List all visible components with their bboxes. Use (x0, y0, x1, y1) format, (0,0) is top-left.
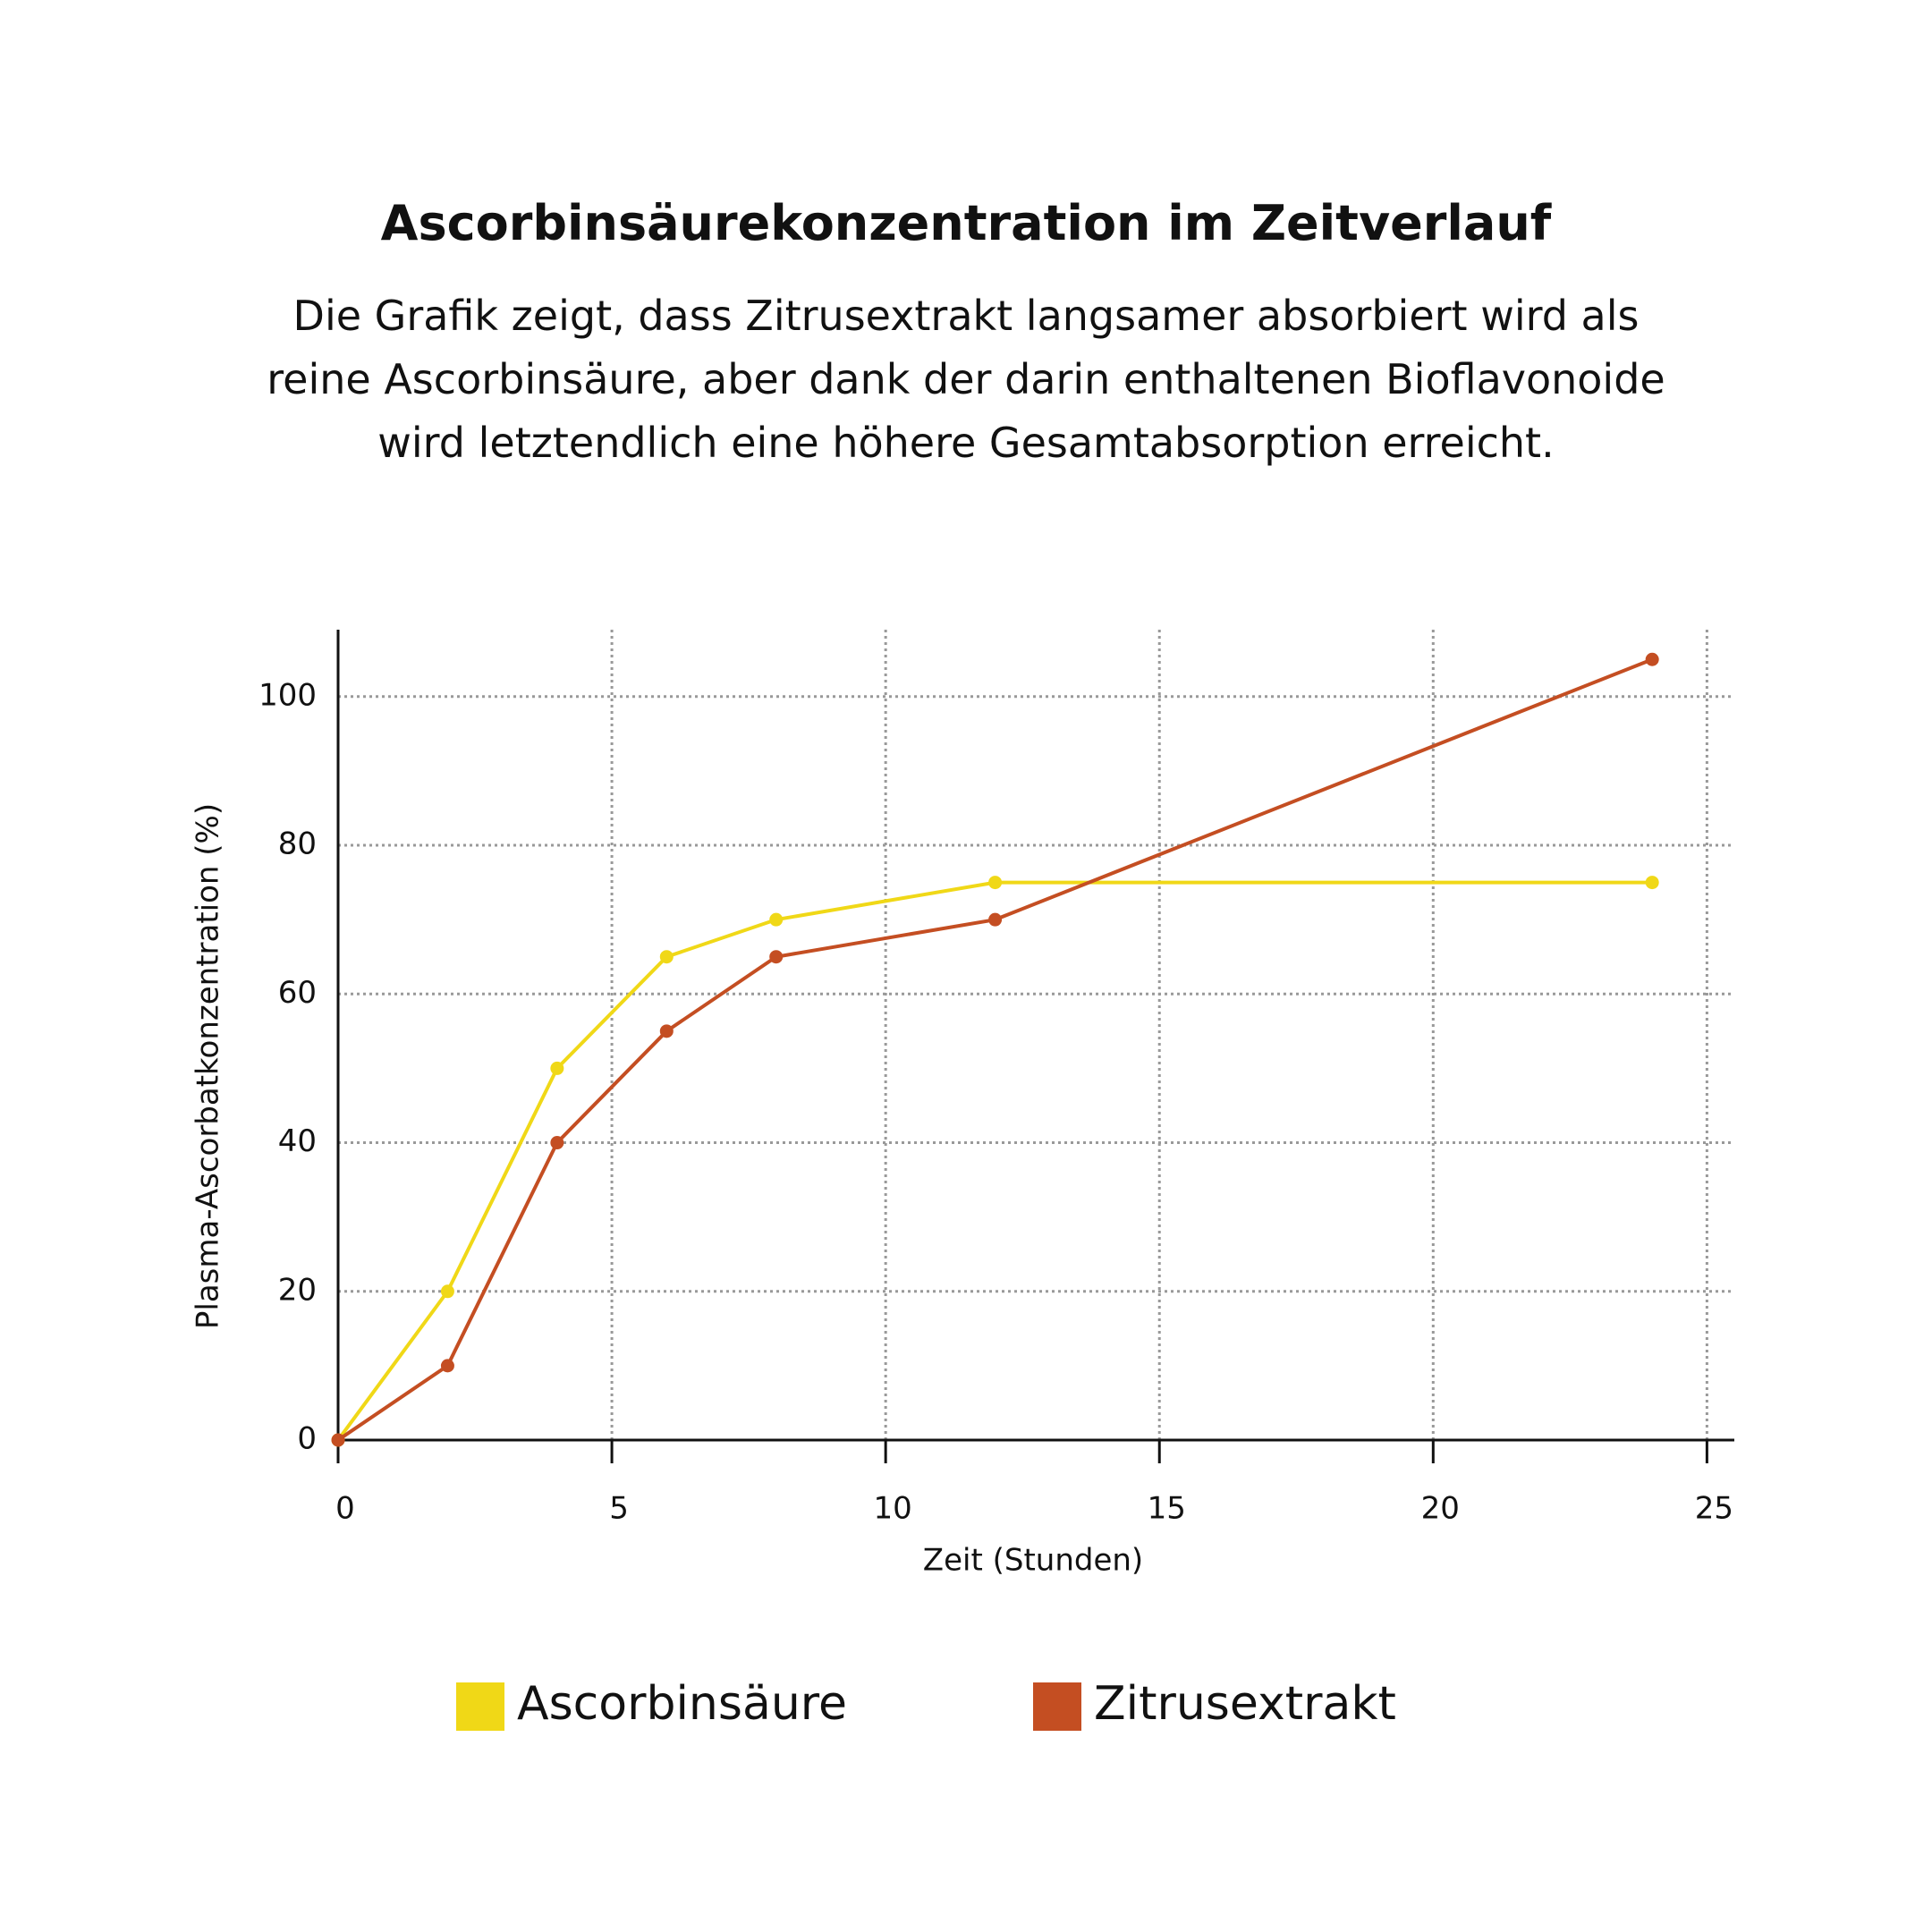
data-point (550, 1061, 564, 1075)
data-point (769, 912, 784, 927)
x-tick-label: 15 (1148, 1491, 1186, 1527)
y-tick-label: 60 (278, 975, 317, 1011)
data-point (659, 950, 674, 964)
y-tick-label: 100 (258, 677, 317, 713)
x-tick-label: 0 (335, 1491, 355, 1527)
y-tick-label: 20 (278, 1272, 317, 1308)
chart-subtitle: Die Grafik zeigt, dass Zitrusextrakt lan… (267, 292, 1665, 467)
data-point (1645, 652, 1659, 666)
y-axis-label: Plasma-Ascorbatkonzentration (%) (191, 803, 226, 1329)
y-tick-label: 80 (278, 826, 317, 862)
x-tick-label: 5 (609, 1491, 629, 1527)
data-point (988, 876, 1003, 890)
x-tick-label: 25 (1695, 1491, 1733, 1527)
data-point (988, 912, 1003, 927)
chart-title: Ascorbinsäurekonzentration im Zeitverlau… (380, 195, 1552, 251)
data-point (659, 1024, 674, 1038)
y-tick-label: 40 (278, 1123, 317, 1159)
legend-swatch (1033, 1682, 1081, 1731)
x-axis-label: Zeit (Stunden) (923, 1543, 1143, 1579)
series-line (336, 880, 1653, 1442)
data-point (769, 950, 784, 964)
data-point (1645, 876, 1659, 890)
legend-label: Ascorbinsäure (517, 1677, 847, 1731)
data-point (550, 1136, 564, 1150)
data-point (440, 1359, 454, 1373)
data-point (331, 1433, 345, 1447)
y-tick-label: 0 (297, 1421, 317, 1457)
series-line (336, 657, 1653, 1442)
x-tick-label: 10 (874, 1491, 912, 1527)
data-point (440, 1284, 454, 1299)
x-tick-label: 20 (1421, 1491, 1460, 1527)
legend-swatch (456, 1682, 504, 1731)
legend-label: Zitrusextrakt (1094, 1677, 1396, 1731)
